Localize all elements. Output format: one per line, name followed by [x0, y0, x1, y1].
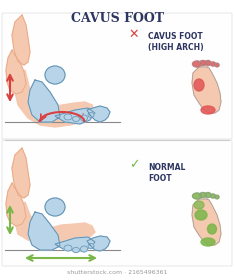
Polygon shape [12, 15, 30, 65]
Polygon shape [6, 183, 26, 226]
Text: ✓: ✓ [129, 158, 139, 171]
Ellipse shape [45, 66, 65, 84]
Ellipse shape [80, 246, 88, 252]
Text: NORMAL
FOOT: NORMAL FOOT [148, 163, 185, 183]
Ellipse shape [64, 114, 72, 120]
Ellipse shape [201, 238, 215, 246]
Polygon shape [87, 106, 110, 122]
Ellipse shape [200, 193, 206, 197]
Polygon shape [12, 148, 30, 198]
Polygon shape [192, 199, 221, 245]
Text: CAVUS FOOT
(HIGH ARCH): CAVUS FOOT (HIGH ARCH) [148, 32, 204, 52]
Text: CAVUS FOOT: CAVUS FOOT [70, 12, 164, 25]
Ellipse shape [215, 195, 219, 199]
Polygon shape [6, 50, 26, 94]
Polygon shape [28, 80, 60, 122]
Ellipse shape [193, 61, 201, 67]
Ellipse shape [88, 244, 94, 249]
Polygon shape [87, 236, 110, 251]
Ellipse shape [211, 194, 216, 198]
Ellipse shape [195, 210, 207, 220]
Ellipse shape [205, 60, 211, 66]
Ellipse shape [73, 248, 80, 253]
Ellipse shape [200, 60, 206, 66]
Polygon shape [15, 202, 95, 246]
Polygon shape [55, 237, 95, 251]
Ellipse shape [205, 193, 211, 197]
Ellipse shape [73, 116, 80, 122]
Polygon shape [55, 108, 95, 124]
Ellipse shape [211, 62, 216, 66]
FancyBboxPatch shape [2, 13, 232, 139]
Ellipse shape [64, 245, 72, 251]
Polygon shape [15, 70, 95, 127]
Ellipse shape [194, 79, 204, 91]
Ellipse shape [208, 224, 216, 234]
Ellipse shape [45, 198, 65, 216]
Text: shutterstock.com · 2165496361: shutterstock.com · 2165496361 [67, 270, 167, 275]
Ellipse shape [194, 201, 204, 209]
Ellipse shape [215, 63, 219, 67]
Ellipse shape [88, 113, 94, 118]
Polygon shape [28, 212, 60, 250]
Text: ✕: ✕ [129, 27, 139, 41]
Ellipse shape [80, 115, 88, 121]
FancyBboxPatch shape [2, 140, 232, 266]
Polygon shape [192, 67, 221, 113]
Ellipse shape [201, 106, 215, 114]
Ellipse shape [193, 193, 201, 199]
